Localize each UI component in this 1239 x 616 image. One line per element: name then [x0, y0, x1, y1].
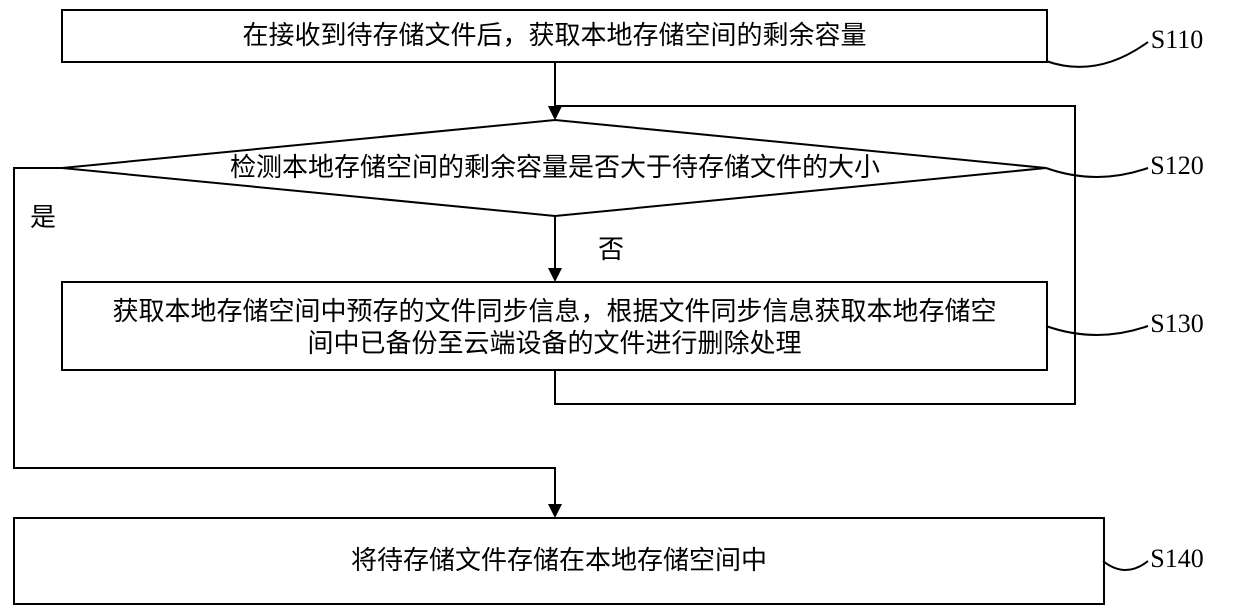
node-s130-text-line1: 获取本地存储空间中预存的文件同步信息，根据文件同步信息获取本地存储空 [112, 297, 996, 326]
node-s130: 获取本地存储空间中预存的文件同步信息，根据文件同步信息获取本地存储空间中已备份至… [62, 282, 1047, 370]
node-s110-text: 在接收到待存储文件后，获取本地存储空间的剩余容量 [242, 21, 866, 50]
step-label-s120: S120 [1150, 151, 1203, 180]
flowchart-canvas: 在接收到待存储文件后，获取本地存储空间的剩余容量 S110 检测本地存储空间的剩余容… [0, 0, 1239, 616]
node-s130-text-line2: 间中已备份至云端设备的文件进行删除处理 [307, 329, 801, 358]
step-label-s110: S110 [1151, 25, 1204, 54]
node-s120-decision: 检测本地存储空间的剩余容量是否大于待存储文件的大小 [62, 120, 1046, 216]
step-label-s140: S140 [1150, 544, 1203, 573]
node-s140: 将待存储文件存储在本地存储空间中 [14, 518, 1104, 604]
branch-label-no: 否 [598, 235, 624, 264]
node-s120-text: 检测本地存储空间的剩余容量是否大于待存储文件的大小 [230, 153, 880, 182]
node-s110: 在接收到待存储文件后，获取本地存储空间的剩余容量 [62, 10, 1047, 62]
step-label-s130: S130 [1150, 309, 1203, 338]
branch-label-yes: 是 [30, 203, 56, 232]
node-s140-text: 将待存储文件存储在本地存储空间中 [351, 546, 767, 575]
